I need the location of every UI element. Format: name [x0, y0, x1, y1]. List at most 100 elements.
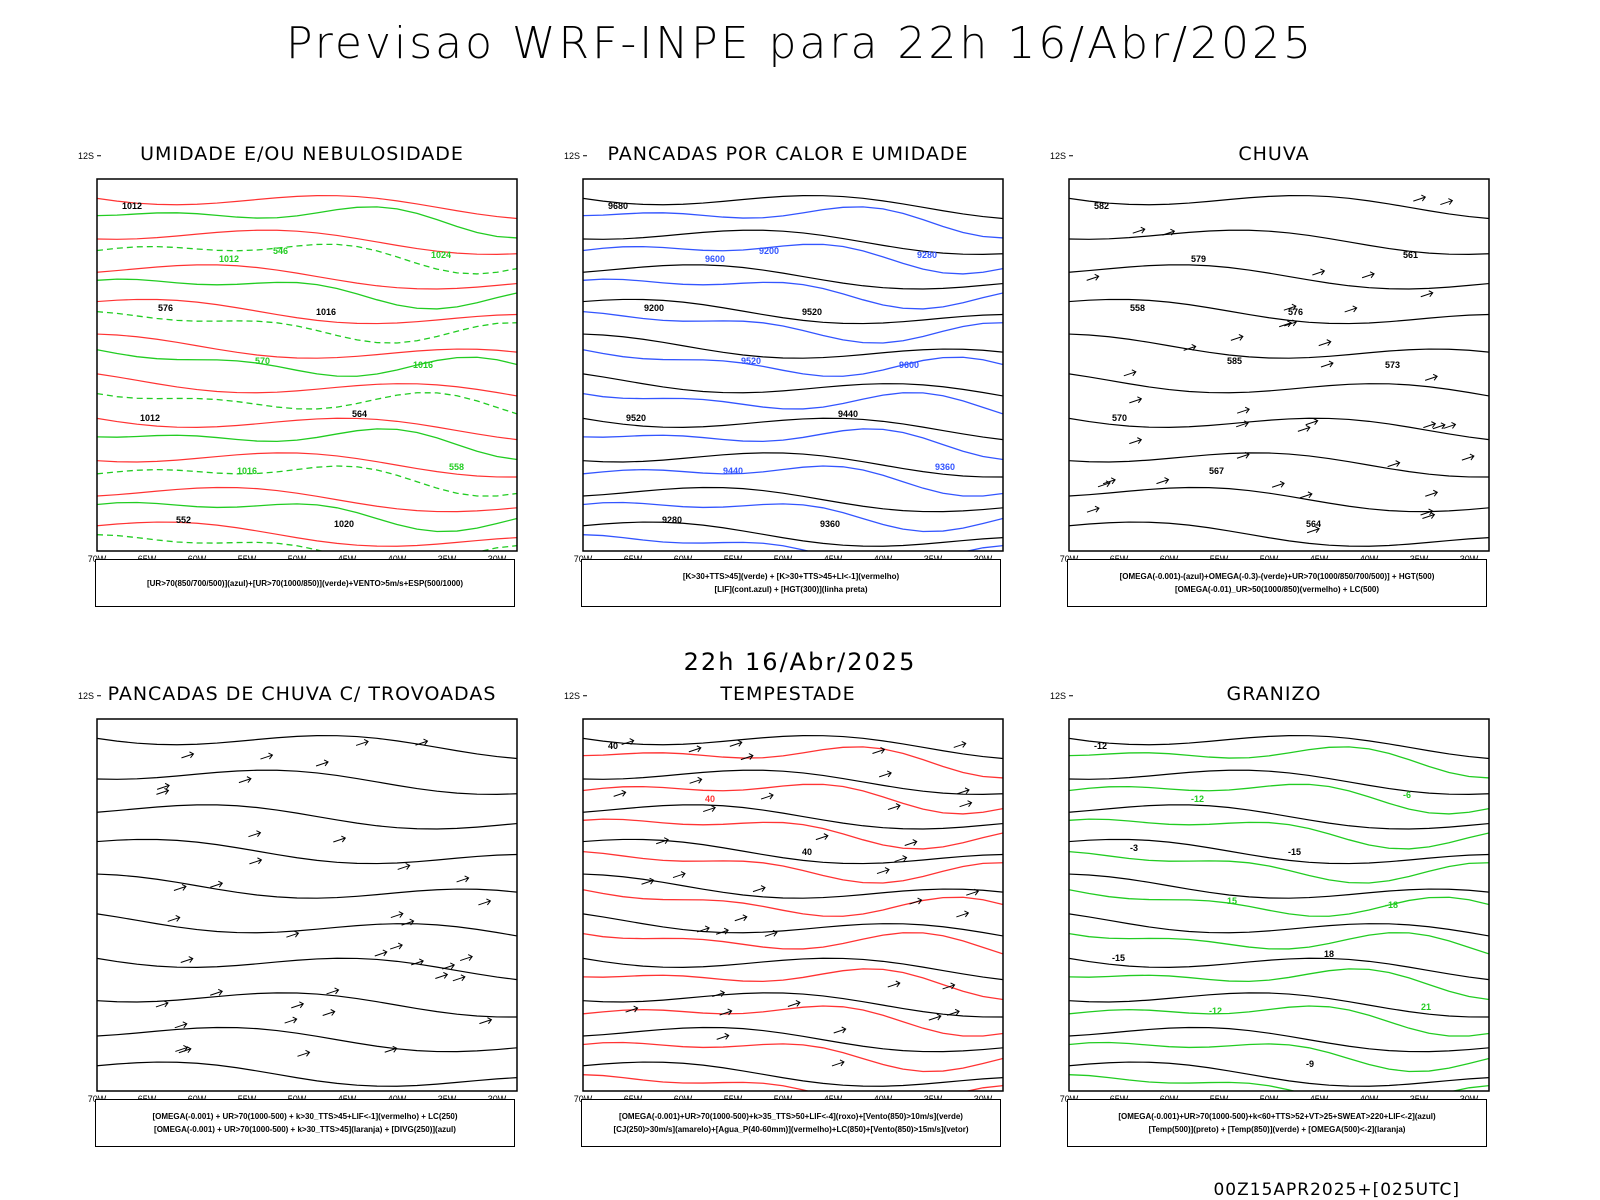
contour-line — [1069, 229, 1489, 255]
contour-line — [583, 195, 1003, 220]
contour-label: 1012 — [219, 254, 239, 264]
wind-arrow — [180, 956, 194, 964]
map-panel-1: UMIDADE E/OU NEBULOSIDADE 1012 1012 1016 101… — [62, 143, 542, 643]
wind-arrow — [1440, 198, 1454, 206]
contour-label: 558 — [449, 462, 464, 472]
forecast-map: 9680 9600 9520 9600 9520 9440 9360 9280 9200 9520… — [564, 151, 1004, 563]
field-blob — [266, 683, 274, 688]
wind-arrow — [787, 1000, 801, 1007]
wind-arrow — [397, 862, 411, 870]
contour-line — [1069, 913, 1489, 937]
lon-tick-label: 35W — [438, 554, 457, 563]
contour-line — [97, 957, 517, 981]
contour-line — [1069, 264, 1489, 290]
map-panel-4: PANCADAS DE CHUVA C/ TROVOADAS12S15S18S2… — [62, 683, 542, 1183]
wind-arrow — [167, 914, 181, 922]
panel-title: TEMPESTADE — [720, 683, 856, 705]
contour-label: 576 — [1288, 307, 1303, 317]
contour-line — [1069, 957, 1489, 981]
contour-line — [583, 746, 1003, 779]
contour-line — [97, 333, 517, 359]
field-blob — [206, 143, 244, 150]
wind-arrow — [946, 1008, 960, 1016]
coastline — [1402, 179, 1404, 180]
contour-line — [583, 298, 1003, 325]
field-blob — [1164, 143, 1217, 145]
field-blob — [1234, 143, 1285, 146]
contour-label: 576 — [158, 303, 173, 313]
contour-line — [1069, 769, 1489, 795]
wind-arrow — [435, 972, 449, 979]
lon-tick-label: 35W — [1410, 1094, 1429, 1103]
wind-arrow — [181, 751, 195, 759]
contour-label: -15 — [1112, 953, 1125, 963]
wind-arrow — [715, 927, 729, 935]
lon-tick-label: 30W — [974, 554, 993, 563]
wind-arrow — [1237, 406, 1250, 414]
contour-line — [97, 278, 517, 310]
wind-arrow — [760, 792, 774, 800]
contour-label: 9280 — [662, 515, 682, 525]
wind-arrow — [740, 753, 754, 761]
wind-arrow — [175, 1044, 189, 1052]
lon-tick-label: 70W — [574, 1094, 593, 1103]
state-border — [247, 143, 367, 156]
contour-label: 564 — [352, 409, 367, 419]
contour-line — [97, 206, 517, 239]
wind-arrow — [689, 776, 703, 784]
field-blob — [1177, 143, 1231, 151]
panel-legend: [OMEGA(-0.001)+UR>70(1000-500)+k>35_TTS>… — [581, 1099, 1001, 1147]
contour-line — [97, 769, 517, 795]
wind-arrow — [887, 803, 901, 811]
contour-label: 40 — [802, 847, 812, 857]
wind-arrow — [1420, 508, 1434, 516]
contour-label: 1016 — [237, 466, 257, 476]
state-border — [683, 683, 713, 696]
lat-tick-label: 12S — [1050, 691, 1066, 701]
contour-line — [583, 783, 1003, 815]
wind-arrow — [1422, 512, 1436, 519]
wind-arrow — [260, 752, 274, 760]
lon-tick-label: 60W — [674, 554, 693, 563]
main-title: Previsao WRF-INPE para 22h 16/Abr/2025 — [285, 18, 1314, 69]
contour-line — [1069, 333, 1489, 359]
wind-arrow — [696, 925, 710, 933]
wind-arrow — [1432, 422, 1446, 430]
coastline — [1402, 719, 1404, 720]
map-frame — [582, 178, 1004, 552]
contour-label: -15 — [1288, 847, 1301, 857]
field-blob — [373, 143, 397, 145]
lon-tick-label: 45W — [824, 554, 843, 563]
wind-arrow — [956, 910, 970, 918]
contour-line — [583, 486, 1003, 513]
contour-label: 1012 — [140, 413, 160, 423]
contour-label: 40 — [608, 741, 618, 751]
contour-line — [1069, 851, 1489, 884]
contour-line — [583, 913, 1003, 937]
state-border — [147, 179, 149, 180]
state-border — [1119, 719, 1121, 720]
wind-arrow — [1086, 273, 1100, 281]
contour-line — [1069, 968, 1489, 1001]
map-panel-2: PANCADAS POR CALOR E UMIDADE 9680 9600 9520… — [548, 143, 1028, 643]
legend-line: [OMEGA(-0.001)-(azul)+OMEGA(-0.3)-(verde… — [1119, 572, 1435, 581]
contour-line — [583, 501, 1003, 533]
contour-label: 1016 — [413, 360, 433, 370]
wind-arrow — [621, 738, 635, 746]
contour-line — [1069, 1041, 1489, 1073]
contour-label: 9600 — [899, 360, 919, 370]
wind-arrow — [1156, 477, 1170, 485]
lon-tick-label: 35W — [1410, 554, 1429, 563]
lon-tick-label: 45W — [1310, 554, 1329, 563]
contour-line — [97, 735, 517, 760]
contour-line — [583, 521, 1003, 547]
lon-tick-label: 60W — [1160, 554, 1179, 563]
contour-line — [583, 873, 1003, 899]
lon-tick-label: 55W — [1210, 554, 1229, 563]
field-blob — [1174, 143, 1206, 152]
wind-arrow — [1129, 396, 1143, 404]
contour-label: 21 — [1421, 1002, 1431, 1012]
contour-line — [1069, 1005, 1489, 1037]
field-blob — [1120, 143, 1160, 144]
contour-label: 1020 — [334, 519, 354, 529]
